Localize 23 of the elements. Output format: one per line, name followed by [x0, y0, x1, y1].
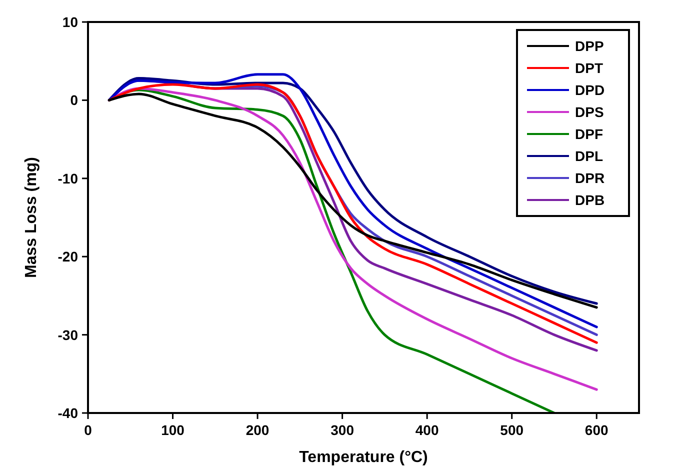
x-tick-label: 600	[584, 422, 609, 438]
legend-label: DPB	[575, 192, 605, 208]
legend-label: DPD	[575, 82, 605, 98]
y-tick-label: -20	[58, 248, 78, 265]
y-tick-label: 0	[70, 92, 78, 108]
y-tick-label: -40	[58, 405, 78, 421]
y-tick-label: -10	[58, 170, 78, 186]
x-tick-label: 0	[84, 422, 92, 438]
legend-label: DPR	[575, 170, 605, 186]
x-tick-label: 300	[330, 422, 354, 438]
legend-label: DPS	[575, 104, 604, 120]
x-tick-label: 400	[415, 422, 439, 438]
x-axis-title: Temperature (°C)	[299, 449, 428, 466]
x-tick-label: 100	[161, 422, 185, 438]
y-axis-title: Mass Loss (mg)	[23, 157, 40, 278]
legend-label: DPP	[575, 38, 604, 54]
x-tick-label: 500	[500, 422, 524, 438]
legend-label: DPL	[575, 148, 604, 164]
x-tick-label: 200	[246, 422, 270, 438]
y-tick-label: 10	[62, 14, 78, 30]
legend-label: DPT	[575, 60, 604, 76]
legend-label: DPF	[575, 126, 604, 142]
y-tick-label: -30	[58, 326, 78, 343]
